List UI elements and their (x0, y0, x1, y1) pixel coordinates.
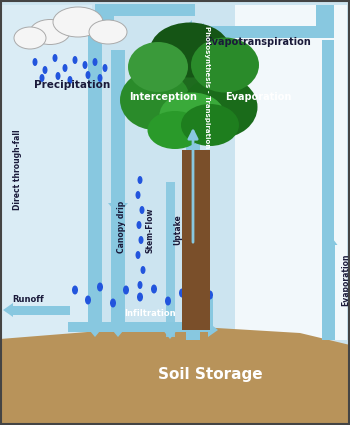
FancyBboxPatch shape (111, 50, 125, 325)
Ellipse shape (33, 58, 37, 66)
FancyBboxPatch shape (204, 26, 275, 38)
Ellipse shape (89, 20, 127, 44)
Ellipse shape (207, 291, 213, 300)
Ellipse shape (191, 37, 259, 93)
Text: Direct through-fall: Direct through-fall (14, 130, 22, 210)
Ellipse shape (182, 76, 258, 138)
Ellipse shape (85, 295, 91, 304)
Ellipse shape (42, 66, 48, 74)
FancyBboxPatch shape (235, 5, 347, 340)
Ellipse shape (135, 251, 140, 259)
Polygon shape (0, 327, 350, 425)
Polygon shape (108, 203, 128, 215)
FancyBboxPatch shape (95, 4, 195, 16)
FancyBboxPatch shape (316, 5, 334, 38)
Ellipse shape (52, 54, 57, 62)
Ellipse shape (136, 221, 141, 229)
Ellipse shape (83, 61, 88, 69)
Ellipse shape (68, 76, 72, 84)
FancyBboxPatch shape (182, 150, 210, 330)
Polygon shape (183, 35, 203, 47)
Ellipse shape (97, 283, 103, 292)
Ellipse shape (56, 72, 61, 80)
Ellipse shape (140, 206, 145, 214)
Ellipse shape (63, 64, 68, 72)
Ellipse shape (40, 74, 44, 82)
Polygon shape (162, 329, 178, 339)
Polygon shape (85, 325, 105, 337)
Ellipse shape (123, 286, 129, 295)
Ellipse shape (179, 289, 185, 298)
Ellipse shape (150, 23, 230, 77)
Ellipse shape (140, 50, 230, 120)
Text: Evapotranspiration: Evapotranspiration (205, 37, 311, 47)
FancyBboxPatch shape (111, 50, 125, 203)
Ellipse shape (135, 191, 140, 199)
FancyBboxPatch shape (203, 297, 213, 332)
Ellipse shape (137, 292, 143, 301)
Ellipse shape (14, 27, 46, 49)
Ellipse shape (160, 93, 224, 138)
Ellipse shape (30, 20, 70, 45)
Text: Stem-Flow: Stem-Flow (146, 207, 154, 253)
FancyBboxPatch shape (322, 40, 334, 340)
FancyBboxPatch shape (193, 26, 334, 38)
FancyBboxPatch shape (68, 322, 208, 332)
Ellipse shape (193, 300, 199, 309)
Polygon shape (192, 23, 204, 41)
FancyBboxPatch shape (326, 245, 335, 340)
Ellipse shape (151, 284, 157, 294)
Ellipse shape (139, 236, 143, 244)
Text: Interception: Interception (129, 92, 197, 102)
Text: Precipitation: Precipitation (34, 80, 110, 90)
Text: Infiltration: Infiltration (124, 309, 176, 317)
Ellipse shape (147, 111, 203, 149)
FancyBboxPatch shape (186, 47, 200, 340)
Text: Uptake: Uptake (174, 215, 182, 245)
Polygon shape (322, 235, 337, 245)
Ellipse shape (72, 286, 78, 295)
Ellipse shape (72, 56, 77, 64)
Ellipse shape (140, 266, 146, 274)
FancyBboxPatch shape (2, 5, 92, 340)
Ellipse shape (98, 74, 103, 82)
Polygon shape (208, 322, 218, 337)
Ellipse shape (53, 7, 103, 37)
Ellipse shape (92, 58, 98, 66)
Ellipse shape (120, 70, 190, 130)
Text: Evaporation: Evaporation (342, 254, 350, 306)
Ellipse shape (85, 71, 91, 79)
Ellipse shape (138, 281, 142, 289)
Text: Photosynthesis - Transpiration: Photosynthesis - Transpiration (204, 26, 210, 148)
FancyBboxPatch shape (166, 182, 175, 337)
FancyBboxPatch shape (88, 10, 114, 22)
Ellipse shape (110, 298, 116, 308)
Text: Canopy drip: Canopy drip (118, 201, 126, 253)
FancyBboxPatch shape (13, 306, 70, 314)
Text: Runoff: Runoff (12, 295, 44, 303)
Ellipse shape (138, 176, 142, 184)
Text: Evaporation: Evaporation (225, 92, 291, 102)
Ellipse shape (103, 64, 107, 72)
Polygon shape (3, 303, 13, 317)
FancyBboxPatch shape (88, 10, 102, 325)
Text: Soil Storage: Soil Storage (158, 368, 262, 382)
Ellipse shape (165, 297, 171, 306)
Ellipse shape (181, 104, 239, 146)
Ellipse shape (128, 42, 188, 92)
Polygon shape (108, 325, 128, 337)
Polygon shape (180, 20, 192, 44)
